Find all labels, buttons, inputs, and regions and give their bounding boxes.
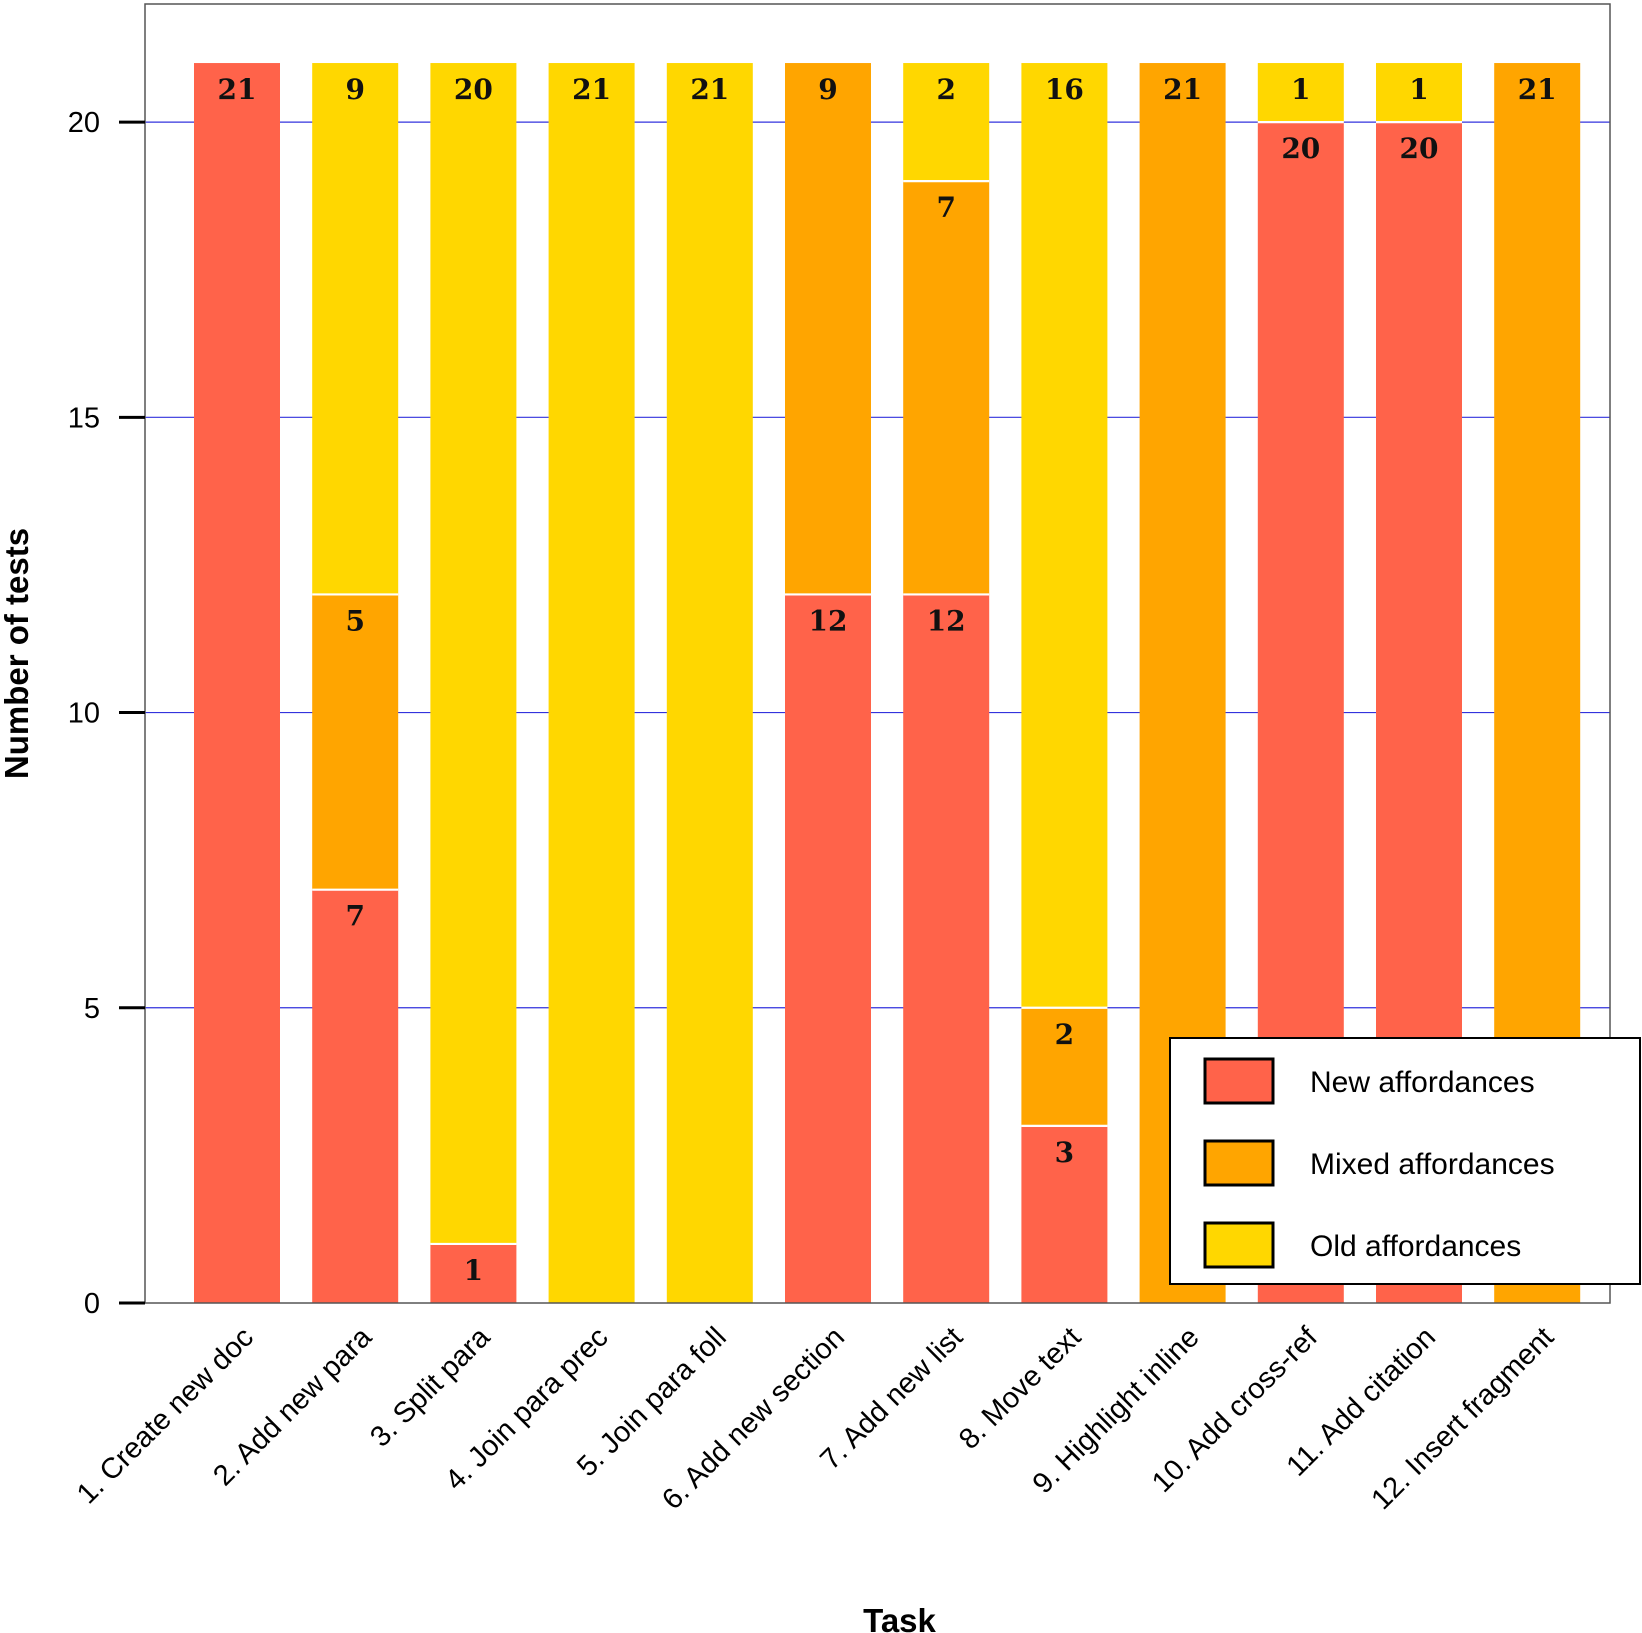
data-label: 9 [345, 73, 364, 106]
data-label: 21 [218, 73, 257, 106]
bar-segment [903, 63, 990, 182]
y-axis: 0 5 10 15 20 [68, 107, 145, 1320]
data-label: 7 [345, 900, 364, 933]
data-label: 20 [1281, 132, 1320, 165]
legend-label: New affordances [1310, 1066, 1535, 1099]
data-labels: 21 7 5 9 1 20 21 21 12 9 12 7 2 3 2 16 21 20 1 20 1 21 [218, 73, 1557, 1287]
data-label: 3 [1055, 1136, 1074, 1169]
bars [194, 63, 1581, 1304]
plot-frame [144, 3, 1611, 1304]
bar-segment [312, 63, 399, 595]
bar-segment [1021, 1125, 1108, 1303]
legend-swatch [1203, 1057, 1275, 1105]
y-tick-label: 5 [84, 993, 100, 1025]
y-axis-title: Number of tests [0, 528, 35, 779]
data-label: 20 [454, 73, 493, 106]
data-label: 21 [1518, 73, 1557, 106]
legend-swatch [1203, 1139, 1275, 1187]
data-label: 1 [1409, 73, 1428, 106]
x-axis-title: Task [863, 1602, 936, 1633]
legend: New affordances Mixed affordances Old affo… [1169, 1037, 1641, 1285]
legend-swatch [1203, 1221, 1275, 1269]
data-label: 2 [936, 73, 955, 106]
data-label: 21 [572, 73, 611, 106]
y-tick-label: 15 [68, 402, 100, 434]
bar-segment [903, 594, 990, 1303]
data-label: 21 [690, 73, 729, 106]
data-label: 7 [936, 191, 955, 224]
legend-label: Mixed affordances [1310, 1148, 1555, 1181]
data-label: 20 [1400, 132, 1439, 165]
bar-segment [548, 63, 635, 1304]
bar-segment [785, 594, 871, 1303]
bar-segment [903, 181, 990, 595]
data-label: 5 [345, 604, 364, 637]
x-tick-label: 8. Move text [953, 1321, 1087, 1455]
data-label: 2 [1055, 1018, 1074, 1051]
bar-segment [194, 63, 280, 1304]
legend-label: Old affordances [1310, 1230, 1521, 1263]
bar-segment [1021, 63, 1108, 1008]
data-label: 16 [1045, 73, 1084, 106]
data-label: 1 [464, 1254, 483, 1287]
data-label: 12 [927, 604, 966, 637]
bar-segment [312, 889, 399, 1303]
bar-segment [785, 63, 871, 595]
bar-segment [1376, 63, 1462, 123]
bar-segment [1021, 1007, 1108, 1126]
data-label: 1 [1291, 73, 1310, 106]
bar-segment [430, 63, 517, 1244]
y-tick-label: 20 [68, 107, 100, 139]
data-label: 9 [818, 73, 837, 106]
x-tick-label: 3. Split para [364, 1321, 497, 1454]
bar-segment [430, 1243, 517, 1303]
bar-segment [1257, 63, 1344, 123]
y-tick-label: 10 [68, 698, 100, 730]
bar-segment [666, 63, 753, 1304]
y-tick-label: 0 [84, 1288, 100, 1320]
data-label: 21 [1163, 73, 1202, 106]
data-label: 12 [809, 604, 848, 637]
bar-segment [312, 594, 399, 890]
